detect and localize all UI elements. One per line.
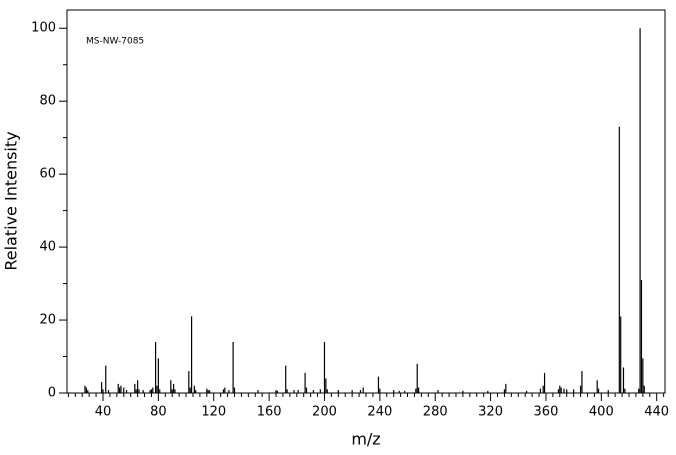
y-tick-label: 0 (48, 386, 56, 401)
y-tick-label: 40 (39, 240, 56, 255)
x-tick-label: 200 (312, 405, 337, 420)
y-tick-label: 100 (31, 21, 56, 36)
y-tick-label: 20 (39, 313, 56, 328)
y-axis-label: Relative Intensity (2, 131, 21, 270)
x-tick-label: 280 (423, 405, 448, 420)
x-tick-label: 120 (201, 405, 226, 420)
x-axis-label: m/z (351, 430, 380, 449)
plot-frame (66, 9, 666, 394)
x-tick-label: 160 (257, 405, 282, 420)
x-tick-label: 400 (589, 405, 614, 420)
x-tick-label: 240 (367, 405, 392, 420)
y-tick-label: 80 (39, 94, 56, 109)
x-tick-label: 40 (95, 405, 112, 420)
x-tick-label: 80 (150, 405, 167, 420)
y-tick-label: 60 (39, 167, 56, 182)
x-tick-label: 360 (534, 405, 559, 420)
annotation: MS-NW-7085 (86, 37, 144, 47)
x-tick-label: 440 (644, 405, 669, 420)
x-tick-label: 320 (478, 405, 503, 420)
